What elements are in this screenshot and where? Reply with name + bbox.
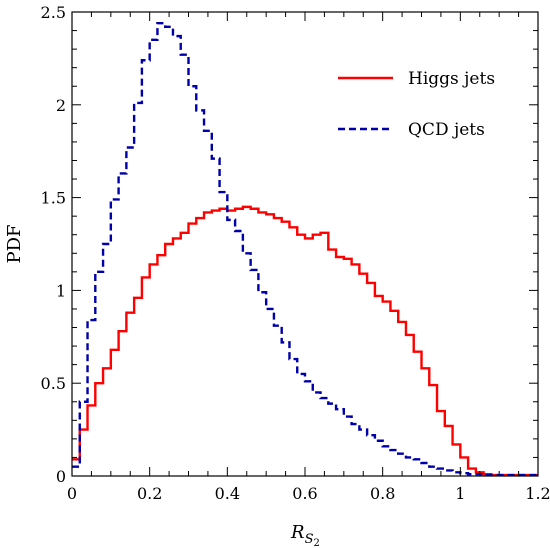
x-axis-label-main: R — [290, 522, 305, 543]
x-axis-label-subsub: 2 — [313, 538, 319, 548]
x-tick-label: 0.4 — [215, 484, 240, 503]
series-line-higgs-jets — [72, 205, 538, 476]
x-tick-labels: 0 0.2 0.4 0.6 0.8 1 1.2 — [67, 484, 550, 503]
x-tick-label: 1.2 — [525, 484, 550, 503]
y-tick-labels: 0 0.5 1 1.5 2 2.5 — [41, 3, 66, 486]
legend: Higgs jets QCD jets — [338, 69, 495, 140]
y-tick-label: 0.5 — [41, 374, 66, 393]
y-tick-label: 2 — [56, 96, 66, 115]
y-tick-label: 1 — [56, 281, 66, 300]
legend-label: QCD jets — [408, 120, 485, 140]
y-tick-label: 2.5 — [41, 3, 66, 22]
legend-label: Higgs jets — [408, 69, 495, 89]
y-tick-label: 1.5 — [41, 189, 66, 208]
x-tick-label: 0 — [67, 484, 77, 503]
series-layer — [72, 21, 538, 476]
x-tick-label: 0.8 — [370, 484, 395, 503]
x-tick-label: 1 — [455, 484, 465, 503]
x-axis-label-sub: S — [305, 532, 314, 547]
y-axis-label: PDF — [4, 224, 25, 263]
series-line-qcd-jets — [72, 21, 538, 476]
x-axis-label: RS2 — [290, 522, 320, 548]
x-tick-label: 0.6 — [292, 484, 317, 503]
tick-layer — [71, 11, 539, 477]
x-tick-label: 0.2 — [137, 484, 162, 503]
y-tick-label: 0 — [56, 467, 66, 486]
